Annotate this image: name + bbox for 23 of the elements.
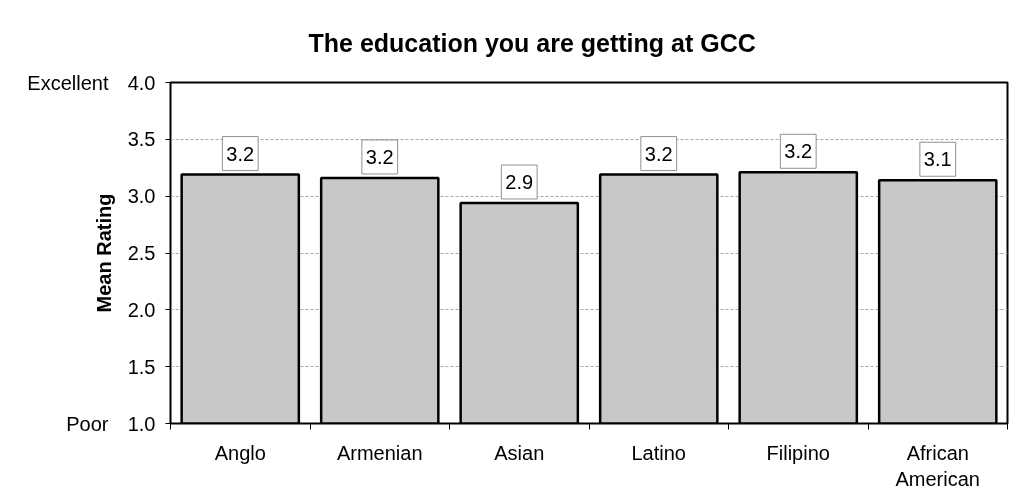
x-tick-label: Asian	[494, 441, 545, 464]
y-tick-label: 3.5	[127, 128, 156, 151]
text: Excellent	[27, 71, 109, 94]
data-label: 3.2	[644, 142, 673, 165]
x-tick-label: African American	[895, 441, 980, 490]
y-tick-label: 1.5	[127, 355, 156, 378]
text: Poor	[66, 412, 109, 435]
y-axis-title: Mean Rating	[92, 193, 115, 313]
y-tick-label: 2.0	[127, 298, 156, 321]
data-label: 3.2	[365, 145, 394, 168]
x-tick-label: Armenian	[336, 441, 423, 464]
x-tick-label: Anglo	[214, 441, 266, 464]
y-tick-label: 3.0	[127, 185, 156, 208]
data-label: 3.2	[784, 140, 813, 163]
y-tick-label: 1.0	[127, 412, 156, 435]
y-tick-label: 2.5	[127, 242, 156, 264]
data-label: 3.2	[226, 142, 255, 165]
y-tick-label: 4.0	[127, 71, 156, 94]
data-label: 2.9	[505, 170, 534, 193]
data-label: 3.1	[923, 148, 952, 171]
x-tick-label: Latino	[631, 441, 686, 464]
chart-title: The education you are getting at GCC	[308, 28, 756, 57]
x-tick-label: Filipino	[766, 441, 830, 464]
